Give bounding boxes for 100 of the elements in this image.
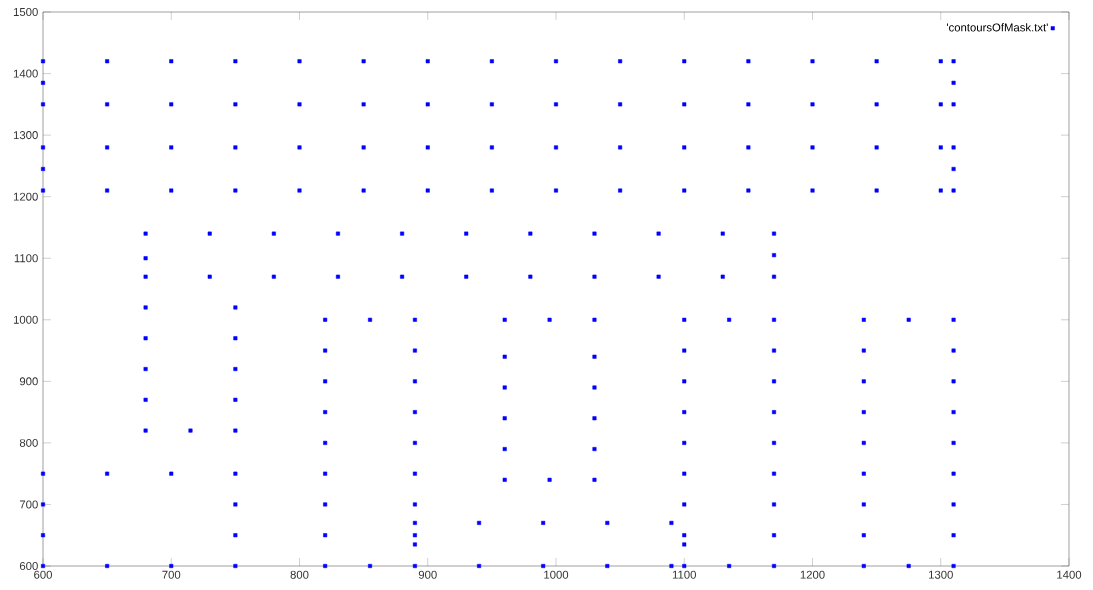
point xyxy=(906,564,911,568)
point xyxy=(361,102,366,107)
point xyxy=(528,231,533,236)
point xyxy=(169,564,174,568)
point xyxy=(489,59,494,64)
point xyxy=(323,471,328,476)
point xyxy=(489,145,494,150)
point xyxy=(233,428,238,433)
point xyxy=(861,317,866,322)
point xyxy=(874,102,879,107)
y-tick-label: 1200 xyxy=(13,192,38,201)
point xyxy=(547,477,552,482)
point xyxy=(682,471,687,476)
point xyxy=(169,145,174,150)
point xyxy=(335,231,340,236)
x-tick-label: 1100 xyxy=(672,570,696,579)
point xyxy=(861,533,866,538)
point xyxy=(547,317,552,322)
point xyxy=(361,145,366,150)
y-tick-label: 1300 xyxy=(13,131,38,140)
y-tick-label: 1100 xyxy=(14,254,38,263)
point xyxy=(682,145,687,150)
point xyxy=(618,188,623,193)
point xyxy=(874,188,879,193)
point xyxy=(233,564,238,568)
point xyxy=(746,188,751,193)
point xyxy=(489,188,494,193)
point xyxy=(592,477,597,482)
point xyxy=(669,520,674,525)
point xyxy=(412,379,417,384)
x-tick-label: 600 xyxy=(34,570,52,579)
point xyxy=(323,533,328,538)
point xyxy=(772,317,777,322)
point xyxy=(41,188,46,193)
point xyxy=(727,317,732,322)
point xyxy=(105,564,110,568)
x-tick-label: 800 xyxy=(290,570,309,579)
point xyxy=(233,471,238,476)
point xyxy=(772,274,777,279)
y-tick-label: 700 xyxy=(19,500,38,509)
point xyxy=(477,520,482,525)
point xyxy=(143,336,148,341)
point xyxy=(425,59,430,64)
point xyxy=(592,385,597,390)
point xyxy=(861,410,866,415)
point xyxy=(746,59,751,64)
point xyxy=(906,317,911,322)
point xyxy=(727,564,732,568)
point xyxy=(323,410,328,415)
point xyxy=(554,59,558,64)
point xyxy=(41,533,46,538)
point xyxy=(874,59,879,64)
point xyxy=(618,145,623,150)
point xyxy=(143,367,148,372)
point xyxy=(720,274,725,279)
point xyxy=(412,564,417,568)
point xyxy=(682,410,687,415)
point xyxy=(746,102,751,107)
point xyxy=(682,379,687,384)
point xyxy=(682,102,687,107)
point xyxy=(951,80,956,85)
point xyxy=(143,428,148,433)
point xyxy=(592,416,597,421)
point xyxy=(368,317,373,322)
point xyxy=(502,447,507,452)
point xyxy=(528,274,533,279)
point xyxy=(951,410,956,415)
point xyxy=(412,533,417,538)
point xyxy=(335,274,340,279)
point xyxy=(772,564,777,568)
point xyxy=(861,379,866,384)
x-tick-label: 1400 xyxy=(1057,570,1082,579)
point xyxy=(810,59,815,64)
point xyxy=(656,274,661,279)
point xyxy=(502,385,507,390)
point xyxy=(105,59,110,64)
point xyxy=(233,305,238,310)
point xyxy=(361,59,366,64)
point xyxy=(323,348,328,353)
point xyxy=(233,336,238,341)
point xyxy=(233,533,238,538)
point xyxy=(682,188,687,193)
point xyxy=(810,145,815,150)
point xyxy=(323,502,328,507)
point xyxy=(746,145,751,150)
point xyxy=(188,428,193,433)
point xyxy=(669,564,674,568)
point xyxy=(541,520,546,525)
point xyxy=(772,348,777,353)
point xyxy=(682,542,687,547)
point xyxy=(592,447,597,452)
point xyxy=(105,145,110,150)
point xyxy=(169,59,174,64)
point xyxy=(682,317,687,322)
point xyxy=(297,102,302,107)
point xyxy=(938,145,943,150)
x-tick-label: 700 xyxy=(162,570,181,579)
point xyxy=(400,231,405,236)
point xyxy=(412,502,417,507)
point xyxy=(412,348,417,353)
